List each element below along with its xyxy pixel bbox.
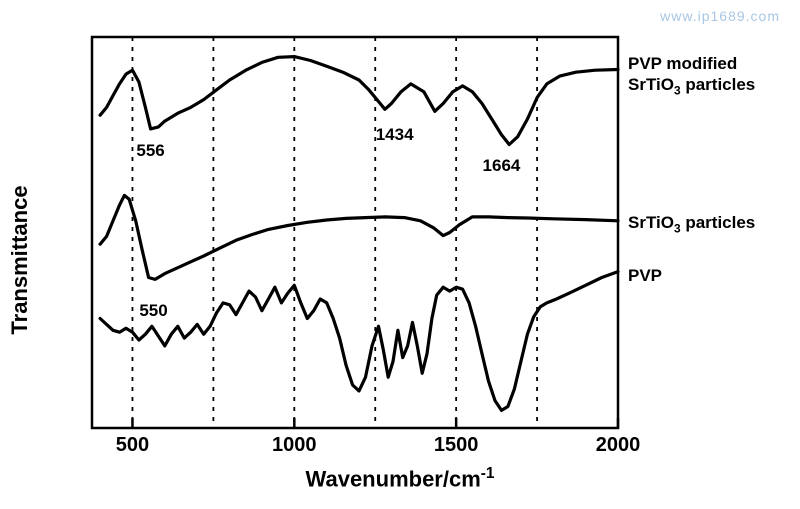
watermark-text: www.ip1689.com <box>660 8 780 24</box>
peak-label: 1664 <box>483 156 521 176</box>
y-axis-label: Transmittance <box>7 185 33 334</box>
series-label: SrTiO3 particles <box>628 213 755 236</box>
x-tick-label: 1000 <box>272 434 317 457</box>
x-axis-label: Wavenumber/cm-1 <box>306 465 495 492</box>
x-tick-label: 1500 <box>434 434 479 457</box>
peak-label: 556 <box>136 141 164 161</box>
peak-label: 550 <box>139 301 167 321</box>
ftir-chart: Transmittance Wavenumber/cm-1 5001000150… <box>30 30 770 490</box>
plot-area <box>90 35 620 430</box>
series-label: PVP <box>628 266 662 286</box>
plot-svg <box>90 35 620 430</box>
peak-label: 1434 <box>376 125 414 145</box>
x-tick-label: 2000 <box>596 434 641 457</box>
series-label: PVP modifiedSrTiO3 particles <box>628 54 755 97</box>
x-tick-label: 500 <box>116 434 149 457</box>
